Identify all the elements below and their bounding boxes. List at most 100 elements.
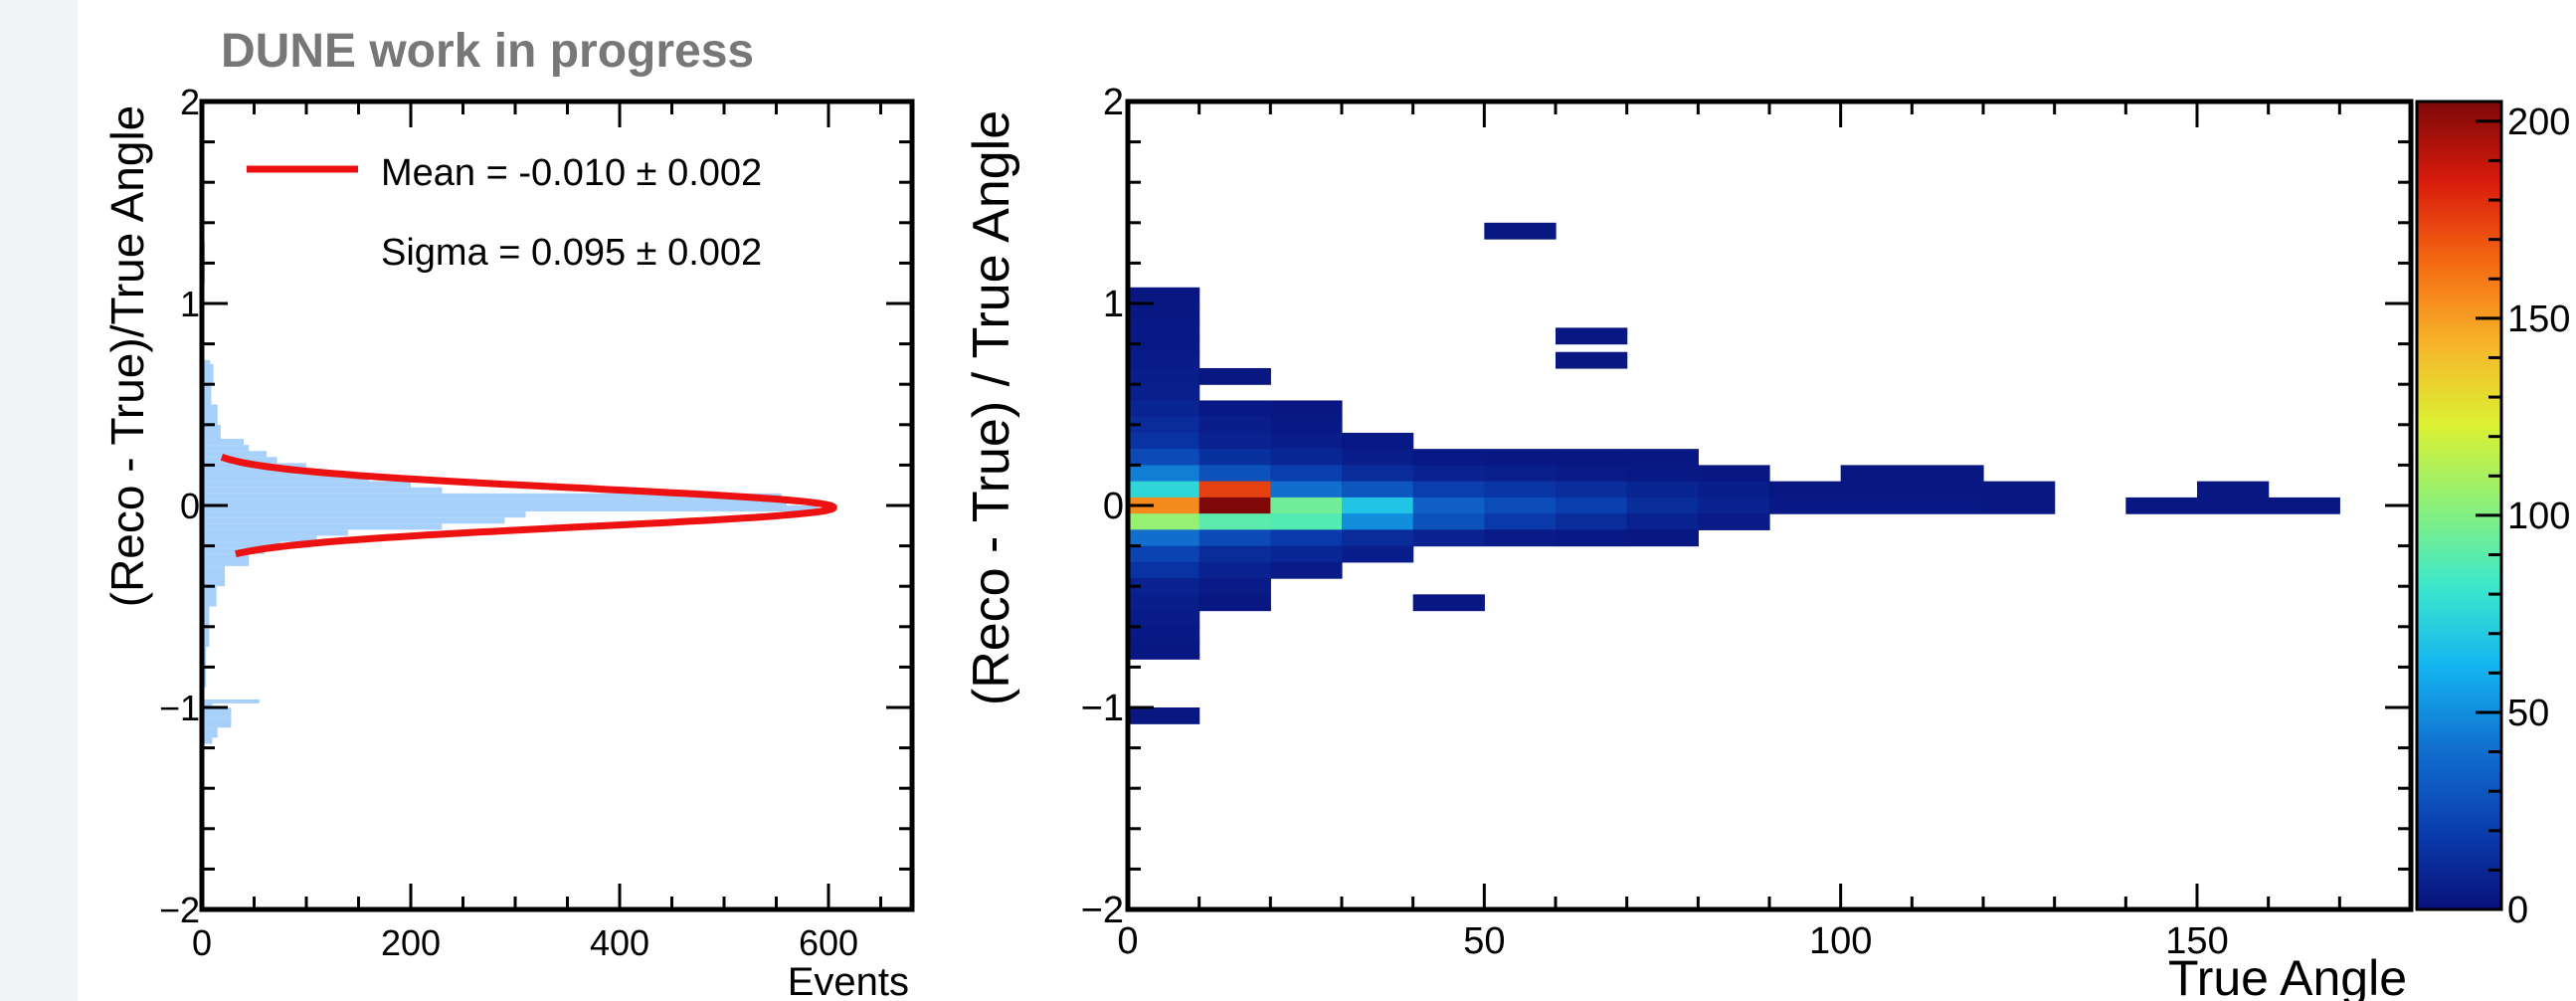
histogram-bar: [202, 439, 244, 446]
heatmap-cell: [1128, 610, 1200, 628]
heatmap-cell: [1198, 367, 1271, 385]
heatmap-cell: [1912, 481, 1984, 499]
heatmap-cell: [1556, 351, 1628, 369]
x-tick-label: 600: [799, 922, 858, 963]
histogram-bar: [202, 523, 443, 530]
heatmap-cell: [1912, 497, 1984, 514]
heatmap-cell: [1412, 481, 1485, 499]
right-axis-ticks: 0 50 100 150 −2 −1 0 1 2: [1081, 82, 2413, 962]
heatmap-cell: [1128, 578, 1200, 595]
x-tick-label: 0: [1117, 920, 1138, 962]
gaussian-fit-curve: [220, 453, 837, 558]
histogram-bar: [202, 541, 280, 548]
histogram-bar: [202, 717, 232, 728]
z-tick-label: 50: [2507, 693, 2549, 734]
z-tick-label: 100: [2507, 496, 2570, 537]
heatmap-cell: [1342, 432, 1414, 450]
heatmap-cell: [1128, 432, 1200, 450]
heatmap-cell: [1270, 432, 1343, 450]
heatmap-cell: [1484, 497, 1557, 514]
histogram-bar: [202, 481, 411, 488]
heatmap-cell: [1484, 449, 1557, 466]
histogram-bar: [202, 469, 327, 476]
y-tick-label: 0: [180, 486, 200, 526]
histogram-bars: [202, 243, 819, 744]
heatmap-cell: [1270, 481, 1343, 499]
histogram-bar: [202, 586, 217, 607]
y-tick-label: −2: [159, 890, 200, 930]
y-tick-label: 1: [1103, 284, 1124, 325]
y-tick-label: 2: [180, 82, 200, 122]
histogram-bar: [202, 517, 505, 524]
heatmap-cell: [1626, 513, 1699, 530]
heatmap-cell: [1270, 449, 1343, 466]
left-x-axis-label: Events: [788, 960, 909, 1001]
heatmap-cell: [1270, 497, 1343, 514]
histogram-bar: [202, 547, 265, 554]
y-tick-label: −1: [1081, 688, 1124, 729]
heatmap-cell: [1412, 465, 1485, 483]
heatmap-cell: [2197, 497, 2270, 514]
heatmap-cell: [1626, 529, 1699, 547]
heatmap-cell: [1128, 497, 1200, 514]
histogram-bar: [202, 707, 232, 718]
heatmap-cell: [1556, 327, 1628, 345]
heatmap-cell: [1342, 449, 1414, 466]
heatmap-cell: [1342, 513, 1414, 530]
heatmap-cell: [1128, 594, 1200, 612]
x-tick-label: 50: [1463, 920, 1505, 962]
heatmap-cell: [2125, 497, 2198, 514]
heatmap-cell: [1128, 561, 1200, 579]
histogram-bar: [202, 493, 782, 500]
heatmap-cell: [1128, 513, 1200, 530]
heatmap-cell: [1128, 384, 1200, 402]
heatmap-cell: [1412, 497, 1485, 514]
fit-legend: Mean = -0.010 ± 0.002 Sigma = 0.095 ± 0.…: [247, 152, 762, 274]
heatmap-cell: [1556, 513, 1628, 530]
heatmap-cell: [1983, 497, 2056, 514]
x-tick-label: 200: [381, 922, 441, 963]
heatmap-cells: [1128, 222, 2340, 724]
heatmap-cell: [2268, 497, 2340, 514]
heatmap-cell: [1128, 449, 1200, 466]
right-x-axis-label: True Angle: [2168, 950, 2407, 1001]
heatmap-cell: [1270, 465, 1343, 483]
color-scale-bar: [2417, 101, 2501, 909]
heatmap-cell: [1556, 449, 1628, 466]
z-tick-label: 200: [2507, 101, 2570, 143]
histogram-bar: [202, 511, 526, 518]
heatmap-cell: [1626, 465, 1699, 483]
x-tick-label: 0: [192, 922, 212, 963]
histogram-bar: [202, 699, 260, 703]
heatmap-cell: [1128, 319, 1200, 337]
heatmap-cell: [1556, 481, 1628, 499]
heatmap-cell: [1484, 513, 1557, 530]
heatmap-cell: [1128, 416, 1200, 434]
histogram-bar: [202, 487, 443, 494]
y-tick-label: 1: [180, 284, 200, 324]
heatmap-cell: [2197, 481, 2270, 499]
heatmap-cell: [1128, 335, 1200, 353]
right-y-axis-label: (Reco - True) / True Angle: [963, 110, 1020, 705]
histogram-bar: [202, 363, 214, 385]
heatmap-cell: [1698, 465, 1770, 483]
z-tick-label: 0: [2507, 890, 2528, 931]
z-tick-label: 150: [2507, 299, 2570, 340]
heatmap-cell: [1342, 545, 1414, 563]
heatmap-cell: [1270, 561, 1343, 579]
left-axis-ticks: 0 200 400 600 −2 −1 0 1 2: [159, 82, 912, 963]
heatmap-cell: [1556, 529, 1628, 547]
heatmap-cell: [1840, 497, 1913, 514]
heatmap-cell: [1128, 707, 1200, 724]
histogram-bar: [202, 424, 221, 440]
heatmap-cell: [1128, 481, 1200, 499]
y-tick-label: −1: [159, 688, 200, 728]
heatmap-cell: [1128, 545, 1200, 563]
heatmap-cell: [1198, 481, 1271, 499]
y-tick-label: 0: [1103, 486, 1124, 527]
heatmap-cell: [1270, 529, 1343, 547]
heatmap-cell: [1412, 513, 1485, 530]
heatmap-cell: [1626, 481, 1699, 499]
